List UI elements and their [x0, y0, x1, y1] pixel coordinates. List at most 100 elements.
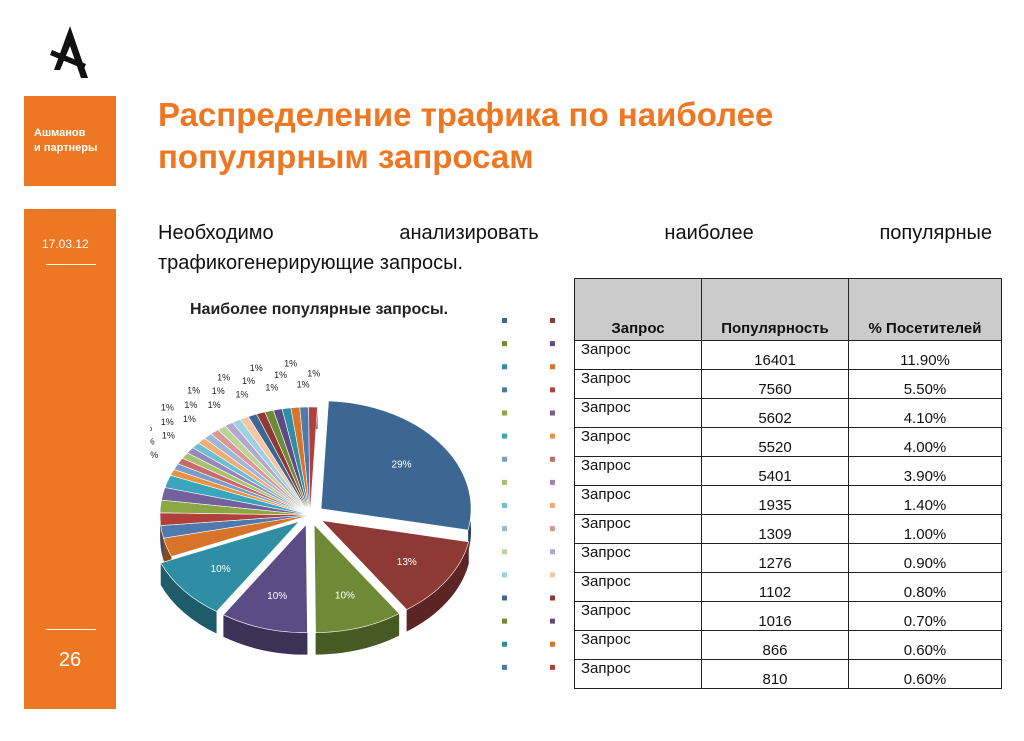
legend-swatch — [502, 618, 507, 624]
cell-visitors: 4.10% — [848, 398, 1002, 428]
legend-swatch — [502, 410, 507, 416]
column-header-popularity: Популярность — [701, 278, 849, 341]
legend-swatch — [502, 572, 507, 578]
cell-popularity: 1935 — [701, 485, 849, 515]
pie-data-label: 1% — [235, 389, 248, 399]
legend-swatch — [550, 664, 555, 670]
pie-data-label: 1% — [187, 386, 200, 396]
legend-swatch — [502, 364, 507, 370]
legend-swatch — [502, 387, 507, 393]
queries-table: Запрос Популярность % Посетителей Запрос… — [574, 278, 1002, 689]
pie-data-label: 1% — [217, 372, 230, 382]
legend-swatch — [502, 595, 507, 601]
legend-swatch — [550, 618, 555, 624]
legend-swatch — [502, 641, 507, 647]
cell-visitors: 0.90% — [848, 543, 1002, 573]
cell-query: Запрос — [574, 659, 702, 689]
cell-visitors: 0.80% — [848, 572, 1002, 602]
pie-slice — [320, 400, 472, 531]
table-row: Запрос 1016 0.70% — [574, 601, 1002, 631]
cell-visitors: 3.90% — [848, 456, 1002, 486]
table-row: Запрос 5602 4.10% — [574, 398, 1002, 428]
pie-slice-side — [160, 562, 217, 634]
pie-data-label: 1% — [242, 376, 255, 386]
title-line: Распределение трафика по наиболее — [158, 96, 774, 133]
cell-query: Запрос — [574, 630, 702, 660]
cell-visitors: 5.50% — [848, 369, 1002, 399]
pie-data-label: 1% — [265, 383, 278, 393]
cell-query: Запрос — [574, 369, 702, 399]
legend-swatch — [550, 503, 555, 508]
legend-swatch — [502, 456, 507, 462]
pie-data-label: 1% — [150, 423, 152, 433]
legend-swatch — [550, 364, 555, 370]
pie-slice — [313, 523, 400, 633]
column-header-query: Запрос — [574, 278, 702, 341]
divider — [46, 629, 96, 630]
pie-data-label: 1% — [250, 363, 263, 373]
table-row: Запрос 1102 0.80% — [574, 572, 1002, 602]
table-row: Запрос 1276 0.90% — [574, 543, 1002, 573]
cell-query: Запрос — [574, 514, 702, 544]
side-bar: 17.03.12 26 — [24, 209, 116, 709]
cell-visitors: 1.40% — [848, 485, 1002, 515]
column-header-visitors: % Посетителей — [848, 278, 1002, 341]
table-row: Запрос 866 0.60% — [574, 630, 1002, 660]
pie-slice — [222, 523, 308, 633]
pie-data-label: 1% — [161, 403, 174, 413]
pie-slice-side — [315, 613, 400, 655]
cell-popularity: 1276 — [701, 543, 849, 573]
pie-data-label: 13% — [397, 557, 417, 568]
cell-visitors: 0.70% — [848, 601, 1002, 631]
table-row: Запрос 16401 11.90% — [574, 340, 1002, 370]
table-row: Запрос 810 0.60% — [574, 659, 1002, 689]
chart-legend — [502, 318, 555, 670]
brand-name: Ашманов и партнеры — [34, 126, 97, 156]
pie-data-label: 10% — [211, 564, 231, 575]
chart-title: Наиболее популярные запросы. — [190, 301, 448, 318]
pie-data-label: 10% — [335, 591, 355, 602]
legend-swatch — [550, 341, 555, 347]
cell-popularity: 1016 — [701, 601, 849, 631]
legend-swatch — [502, 664, 507, 670]
cell-popularity: 5520 — [701, 427, 849, 457]
divider — [46, 264, 96, 265]
cell-popularity: 5401 — [701, 456, 849, 486]
intro-line: Необходимо анализировать наиболее популя… — [158, 222, 992, 244]
cell-popularity: 1309 — [701, 514, 849, 544]
legend-swatch — [502, 341, 507, 347]
legend-swatch — [502, 549, 507, 555]
cell-popularity: 5602 — [701, 398, 849, 428]
pie-data-label: 1% — [274, 370, 287, 380]
pie-data-label: 1% — [284, 358, 297, 368]
legend-swatch — [502, 433, 507, 439]
pie-data-label: 1% — [150, 437, 155, 447]
brand-line: и партнеры — [34, 142, 98, 154]
legend-swatch — [550, 318, 555, 323]
cell-query: Запрос — [574, 398, 702, 428]
intro-line: трафикогенерирующие запросы. — [158, 252, 464, 274]
pie-data-label: 10% — [267, 591, 287, 602]
slide-date: 17.03.12 — [42, 237, 89, 251]
legend-swatch — [550, 456, 555, 462]
legend-swatch — [550, 595, 555, 601]
pie-data-label: 1% — [150, 450, 158, 460]
legend-swatch — [550, 526, 555, 532]
legend-swatch — [550, 549, 555, 555]
title-line: популярным запросам — [158, 138, 534, 175]
legend-swatch — [502, 503, 507, 508]
legend-swatch — [550, 572, 555, 578]
pie-slice-side — [223, 614, 308, 655]
pie-slice-side — [160, 525, 164, 561]
cell-popularity: 810 — [701, 659, 849, 689]
pie-slice — [308, 406, 318, 516]
legend-swatch — [502, 479, 507, 485]
pie-data-label: 1% — [161, 417, 174, 427]
pie-data-label: 1% — [297, 380, 310, 390]
brand-line: Ашманов — [34, 127, 86, 139]
pie-data-label: 1% — [184, 400, 197, 410]
cell-visitors: 11.90% — [848, 340, 1002, 370]
table-row: Запрос 1309 1.00% — [574, 514, 1002, 544]
pie-slice — [160, 520, 301, 612]
cell-query: Запрос — [574, 572, 702, 602]
